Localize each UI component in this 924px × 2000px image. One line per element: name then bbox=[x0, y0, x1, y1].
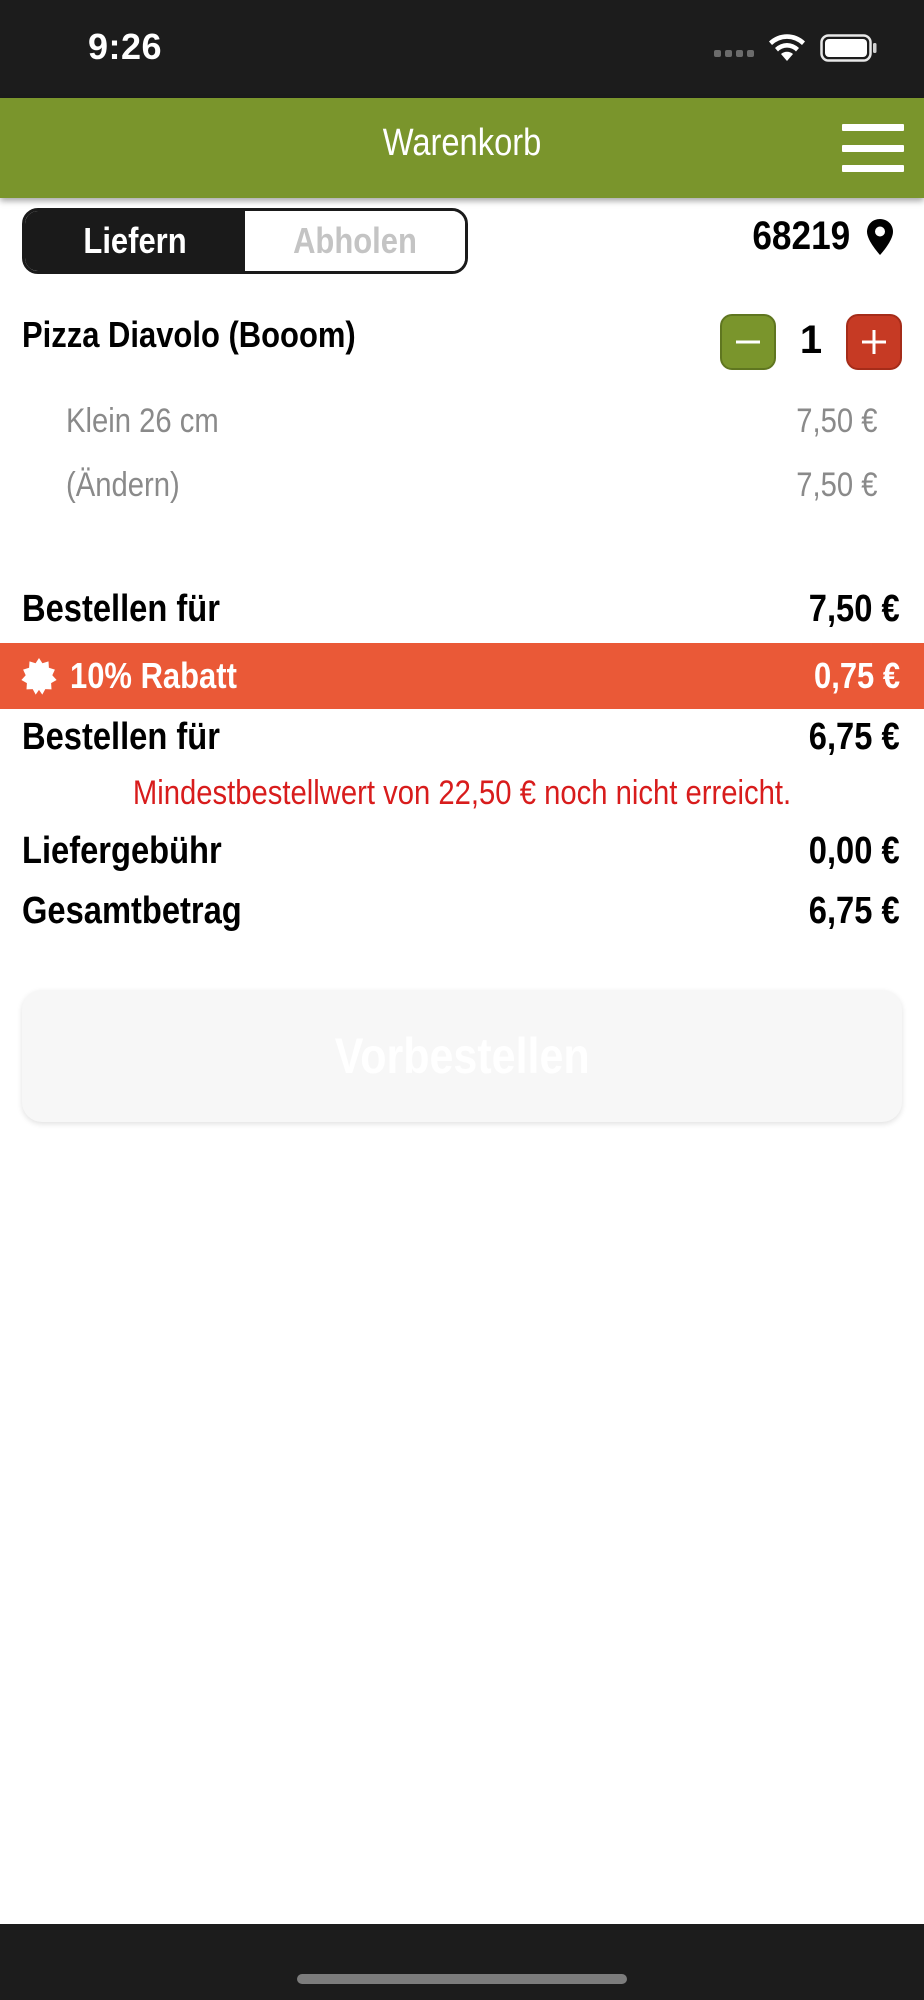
delivery-fee-value: 0,00 € bbox=[809, 830, 900, 872]
option-label: Klein 26 cm bbox=[66, 402, 219, 440]
discounted-subtotal-row: Bestellen für 6,75 € bbox=[22, 716, 900, 766]
app-header: Warenkorb bbox=[0, 98, 924, 198]
delivery-fee-row: Liefergebühr 0,00 € bbox=[22, 830, 900, 880]
status-icons bbox=[714, 34, 878, 62]
map-pin-icon bbox=[867, 218, 893, 255]
badge-icon bbox=[21, 658, 57, 695]
home-indicator-area bbox=[0, 1924, 924, 2000]
tab-deliver-label: Liefern bbox=[83, 220, 187, 261]
cart-item-name: Pizza Diavolo (Booom) bbox=[22, 314, 356, 355]
hamburger-icon[interactable] bbox=[842, 124, 904, 172]
home-indicator[interactable] bbox=[297, 1974, 627, 1984]
plus-icon bbox=[862, 330, 886, 354]
minimum-order-warning: Mindestbestellwert von 22,50 € noch nich… bbox=[132, 774, 792, 812]
cellular-signal-icon bbox=[714, 49, 754, 57]
discounted-subtotal-value: 6,75 € bbox=[809, 716, 900, 758]
item-option-size: Klein 26 cm 7,50 € bbox=[66, 402, 878, 446]
minus-icon bbox=[736, 340, 760, 344]
status-time: 9:26 bbox=[88, 26, 163, 67]
battery-icon bbox=[820, 34, 877, 62]
preorder-button-label: Vorbestellen bbox=[334, 1028, 590, 1084]
tab-deliver[interactable]: Liefern bbox=[25, 211, 245, 271]
increase-quantity-button[interactable] bbox=[846, 314, 902, 370]
page-title: Warenkorb bbox=[382, 122, 542, 164]
tab-pickup-label: Abholen bbox=[293, 220, 417, 261]
status-bar: 9:26 bbox=[0, 0, 924, 98]
wifi-icon bbox=[769, 34, 805, 61]
discounted-subtotal-label: Bestellen für bbox=[22, 716, 220, 758]
discount-value: 0,75 € bbox=[813, 655, 900, 696]
total-value: 6,75 € bbox=[809, 890, 900, 932]
zip-code: 68219 bbox=[752, 214, 850, 258]
location-selector[interactable]: 68219 bbox=[739, 214, 894, 259]
delivery-mode-toggle: Liefern Abholen bbox=[22, 208, 468, 274]
subtotal-label: Bestellen für bbox=[22, 588, 220, 630]
change-item-link[interactable]: (Ändern) bbox=[66, 466, 180, 504]
item-option-change[interactable]: (Ändern) 7,50 € bbox=[66, 466, 878, 510]
subtotal-row: Bestellen für 7,50 € bbox=[22, 588, 900, 638]
option-price: 7,50 € bbox=[796, 466, 878, 504]
quantity-value: 1 bbox=[799, 318, 823, 362]
preorder-button[interactable]: Vorbestellen bbox=[22, 990, 902, 1122]
delivery-fee-label: Liefergebühr bbox=[22, 830, 222, 872]
total-label: Gesamtbetrag bbox=[22, 890, 242, 932]
tab-pickup[interactable]: Abholen bbox=[245, 211, 465, 271]
discount-label: 10% Rabatt bbox=[70, 655, 237, 696]
option-price: 7,50 € bbox=[796, 402, 878, 440]
subtotal-value: 7,50 € bbox=[809, 588, 900, 630]
decrease-quantity-button[interactable] bbox=[720, 314, 776, 370]
total-row: Gesamtbetrag 6,75 € bbox=[22, 890, 900, 940]
discount-row: 10% Rabatt 0,75 € bbox=[0, 643, 924, 709]
